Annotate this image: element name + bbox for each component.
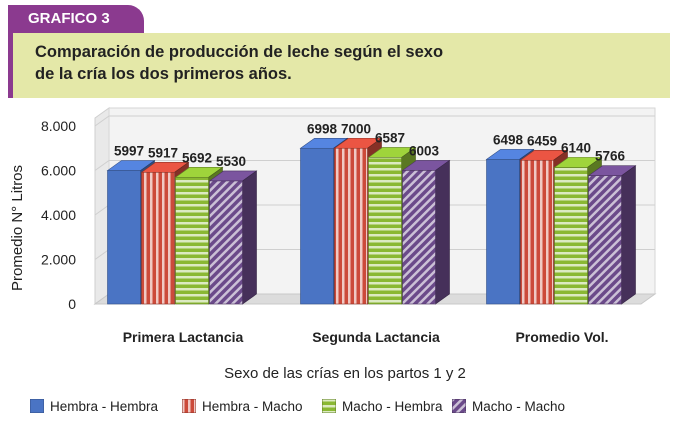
x-axis-label: Sexo de las crías en los partos 1 y 2 [224, 365, 466, 382]
legend-swatch [182, 399, 196, 413]
legend-label: Hembra - Hembra [50, 398, 159, 414]
data-label: 6498 [493, 132, 524, 147]
legend-label: Hembra - Macho [202, 398, 303, 414]
legend-label: Macho - Hembra [342, 398, 443, 414]
data-label: 6003 [409, 143, 440, 158]
data-label: 5692 [182, 150, 212, 165]
y-tick-label: 0 [68, 296, 76, 312]
legend-item: Hembra - Hembra [30, 396, 158, 416]
data-label: 5766 [595, 149, 626, 164]
legend-item: Hembra - Macho [182, 396, 303, 416]
data-label: 5530 [216, 154, 246, 169]
legend-swatch [452, 399, 466, 413]
chart-title-box: Comparación de producción de leche según… [8, 33, 670, 98]
bar [587, 165, 637, 305]
data-label: 5997 [114, 144, 144, 159]
x-category-label: Primera Lactancia [123, 329, 244, 345]
gridline [94, 115, 655, 127]
bar [208, 170, 258, 305]
legend-swatch [322, 399, 336, 413]
gridline [94, 160, 655, 171]
data-label: 6140 [561, 140, 591, 155]
y-axis-label: Promedio N° Litros [9, 165, 26, 291]
x-category-label: Promedio Vol. [515, 329, 608, 345]
data-label: 6998 [307, 121, 338, 136]
data-label: 6459 [527, 133, 557, 148]
chart-title: Comparación de producción de leche según… [35, 43, 444, 83]
data-label: 6587 [375, 130, 405, 145]
legend-item: Macho - Macho [452, 396, 565, 416]
data-label: 5917 [148, 145, 178, 160]
legend-label: Macho - Macho [472, 398, 566, 414]
y-tick-label: 8.000 [41, 118, 76, 134]
x-category-label: Segunda Lactancia [312, 329, 440, 345]
chart-legend: Hembra - Hembra Hembra - Macho Macho - Hem… [30, 396, 670, 418]
legend-swatch [30, 399, 44, 413]
legend-item: Macho - Hembra [322, 396, 443, 416]
bar [401, 159, 451, 305]
y-tick-label: 6.000 [41, 163, 76, 179]
chart-tag-label: GRAFICO 3 [28, 10, 110, 27]
chart-tag: GRAFICO 3 [8, 5, 144, 33]
y-tick-label: 4.000 [41, 207, 76, 223]
data-label: 7000 [341, 121, 371, 136]
y-tick-label: 2.000 [41, 252, 76, 268]
